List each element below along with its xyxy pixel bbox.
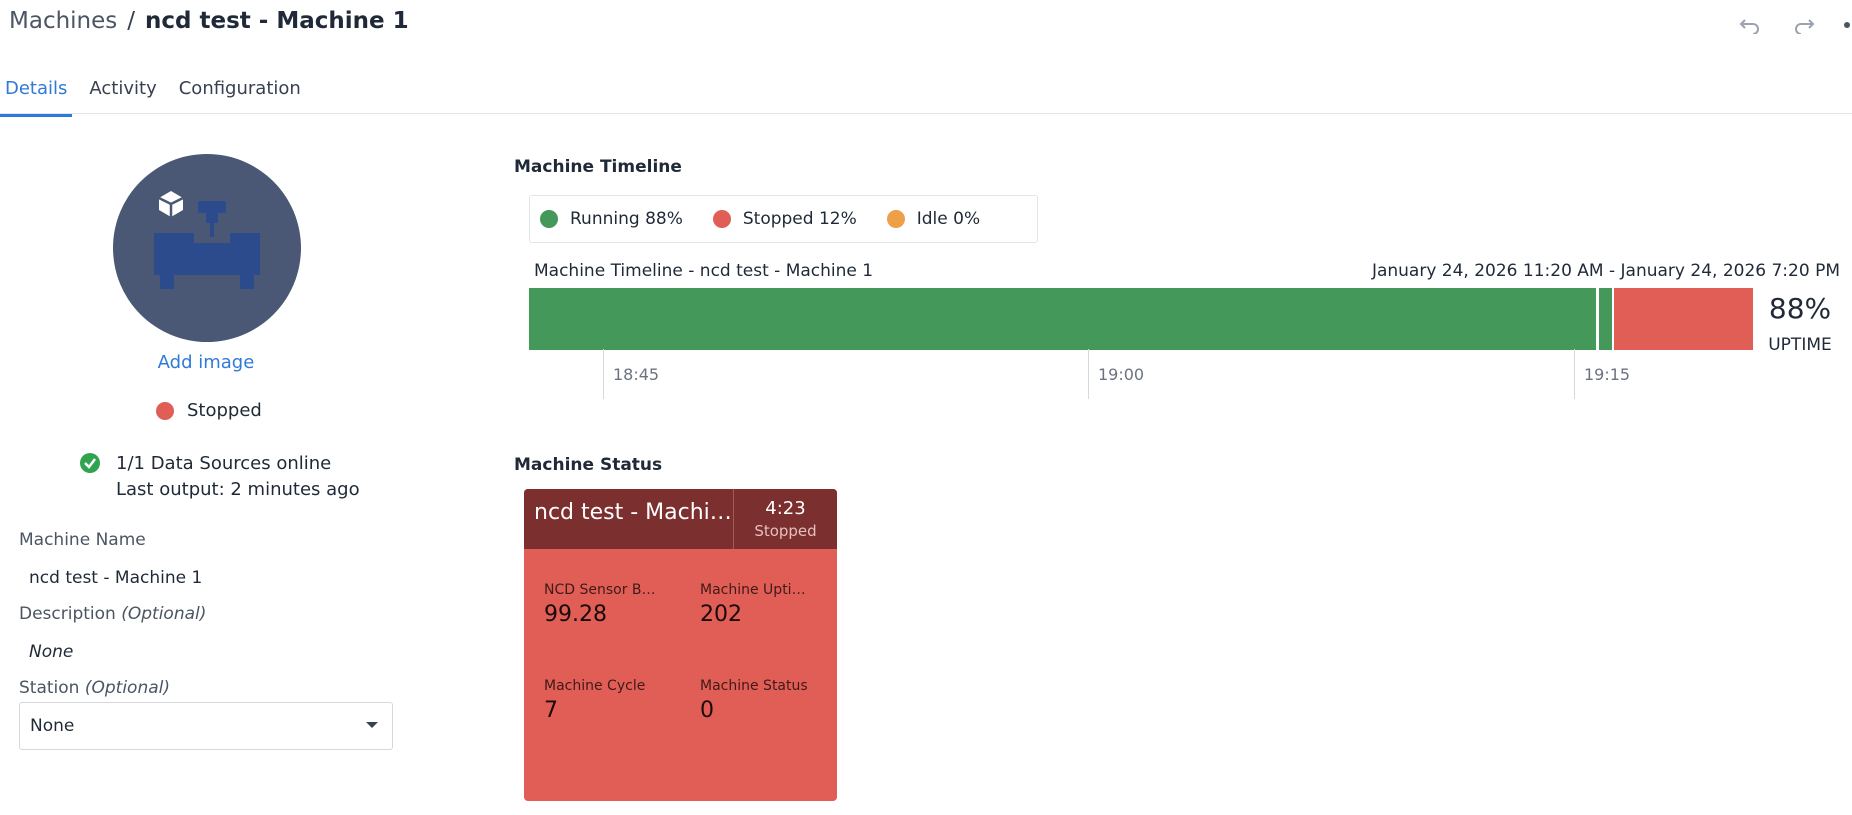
timeline-segment-stopped[interactable]	[1614, 288, 1753, 350]
tab-configuration[interactable]: Configuration	[178, 78, 301, 99]
check-circle-icon	[80, 453, 100, 473]
breadcrumb: Machines / ncd test - Machine 1	[9, 8, 409, 34]
timeline-tick-label: 19:00	[1098, 365, 1145, 384]
metric-value: 202	[700, 602, 742, 627]
timeline-bar[interactable]	[529, 288, 1753, 350]
data-sources-online: 1/1 Data Sources online	[116, 453, 332, 474]
running-dot-icon	[540, 210, 558, 228]
undo-icon	[1739, 19, 1759, 34]
timeline-tick	[1088, 349, 1089, 399]
metric-machine-status: Machine Status 0	[700, 678, 830, 723]
last-output: Last output: 2 minutes ago	[116, 479, 360, 500]
page-title: ncd test - Machine 1	[145, 8, 409, 34]
machine-name-label: Machine Name	[19, 530, 146, 550]
breadcrumb-machines-link[interactable]: Machines	[9, 8, 118, 34]
idle-dot-icon	[886, 210, 905, 228]
uptime-value: 88%	[1768, 292, 1832, 325]
card-header-divider	[733, 489, 734, 549]
redo-button[interactable]	[1784, 8, 1824, 42]
breadcrumb-separator: /	[127, 8, 136, 34]
machine-timeline-title: Machine Timeline	[514, 157, 682, 177]
legend-idle-label: Idle 0%	[916, 209, 981, 229]
card-header: ncd test - Machine 1 4:23 Stopped	[524, 489, 837, 549]
legend-stopped-label: Stopped 12%	[742, 209, 857, 229]
timeline-range: January 24, 2026 11:20 AM - January 24, …	[1371, 261, 1840, 281]
legend-running-label: Running 88%	[570, 209, 683, 229]
card-state-duration: 4:23	[765, 498, 806, 519]
tabs-divider	[0, 113, 1852, 114]
description-value[interactable]: None	[29, 642, 74, 662]
metric-machine-cycle: Machine Cycle 7	[544, 678, 664, 723]
more-menu-icon[interactable]	[1844, 22, 1850, 28]
machine-status-card[interactable]: ncd test - Machine 1 4:23 Stopped NCD Se…	[524, 489, 837, 801]
add-image-link[interactable]: Add image	[157, 352, 255, 373]
machine-status-title: Machine Status	[514, 455, 663, 475]
legend-stopped: Stopped 12%	[712, 209, 857, 229]
metric-label: Machine Cycle	[544, 678, 646, 694]
description-label-text: Description	[19, 604, 116, 624]
card-machine-name: ncd test - Machine 1	[534, 500, 734, 525]
timeline-tick-label: 18:45	[613, 365, 660, 384]
uptime-label: UPTIME	[1768, 335, 1832, 355]
machine-icon	[154, 191, 260, 289]
station-select[interactable]: None	[19, 702, 393, 750]
station-select-value: None	[30, 716, 75, 736]
machine-state: Stopped	[156, 400, 262, 421]
legend-idle: Idle 0%	[886, 209, 981, 229]
stopped-status-icon	[156, 401, 174, 420]
station-optional: (Optional)	[84, 678, 171, 698]
machine-state-label: Stopped	[187, 400, 262, 421]
stopped-dot-icon	[712, 210, 731, 228]
description-optional: (Optional)	[121, 604, 207, 624]
tab-bar: Details Activity Configuration	[0, 70, 323, 117]
tab-details[interactable]: Details	[0, 70, 73, 117]
timeline-label: Machine Timeline - ncd test - Machine 1	[534, 261, 874, 281]
metric-label: Machine Status	[700, 678, 808, 694]
timeline-segment-running[interactable]	[529, 288, 1596, 350]
description-label: Description (Optional)	[19, 604, 206, 624]
metric-ncd-sensor-battery: NCD Sensor Battery 99.28	[544, 582, 664, 627]
machine-name-value[interactable]: ncd test - Machine 1	[29, 568, 203, 588]
timeline-tick-label: 19:15	[1584, 365, 1631, 384]
timeline-tick	[1574, 349, 1575, 399]
timeline-tick	[603, 349, 604, 399]
card-state-label: Stopped	[754, 522, 817, 540]
metric-label: Machine Uptime	[700, 582, 812, 598]
metric-machine-uptime: Machine Uptime 202	[700, 582, 812, 627]
data-sources-status: 1/1 Data Sources online Last output: 2 m…	[116, 451, 360, 503]
metric-value: 99.28	[544, 602, 607, 627]
undo-button[interactable]	[1730, 8, 1770, 42]
station-label-text: Station	[19, 678, 80, 698]
timeline-legend: Running 88% Stopped 12% Idle 0%	[529, 195, 1038, 243]
legend-running: Running 88%	[540, 209, 683, 229]
metric-value: 7	[544, 698, 558, 723]
timeline-segment-running[interactable]	[1599, 288, 1612, 350]
station-label: Station (Optional)	[19, 678, 170, 698]
metric-value: 0	[700, 698, 714, 723]
tab-activity[interactable]: Activity	[89, 78, 157, 99]
metric-label: NCD Sensor Battery	[544, 582, 664, 598]
machine-avatar	[113, 154, 301, 342]
caret-down-icon	[366, 722, 378, 728]
redo-icon	[1795, 19, 1815, 34]
